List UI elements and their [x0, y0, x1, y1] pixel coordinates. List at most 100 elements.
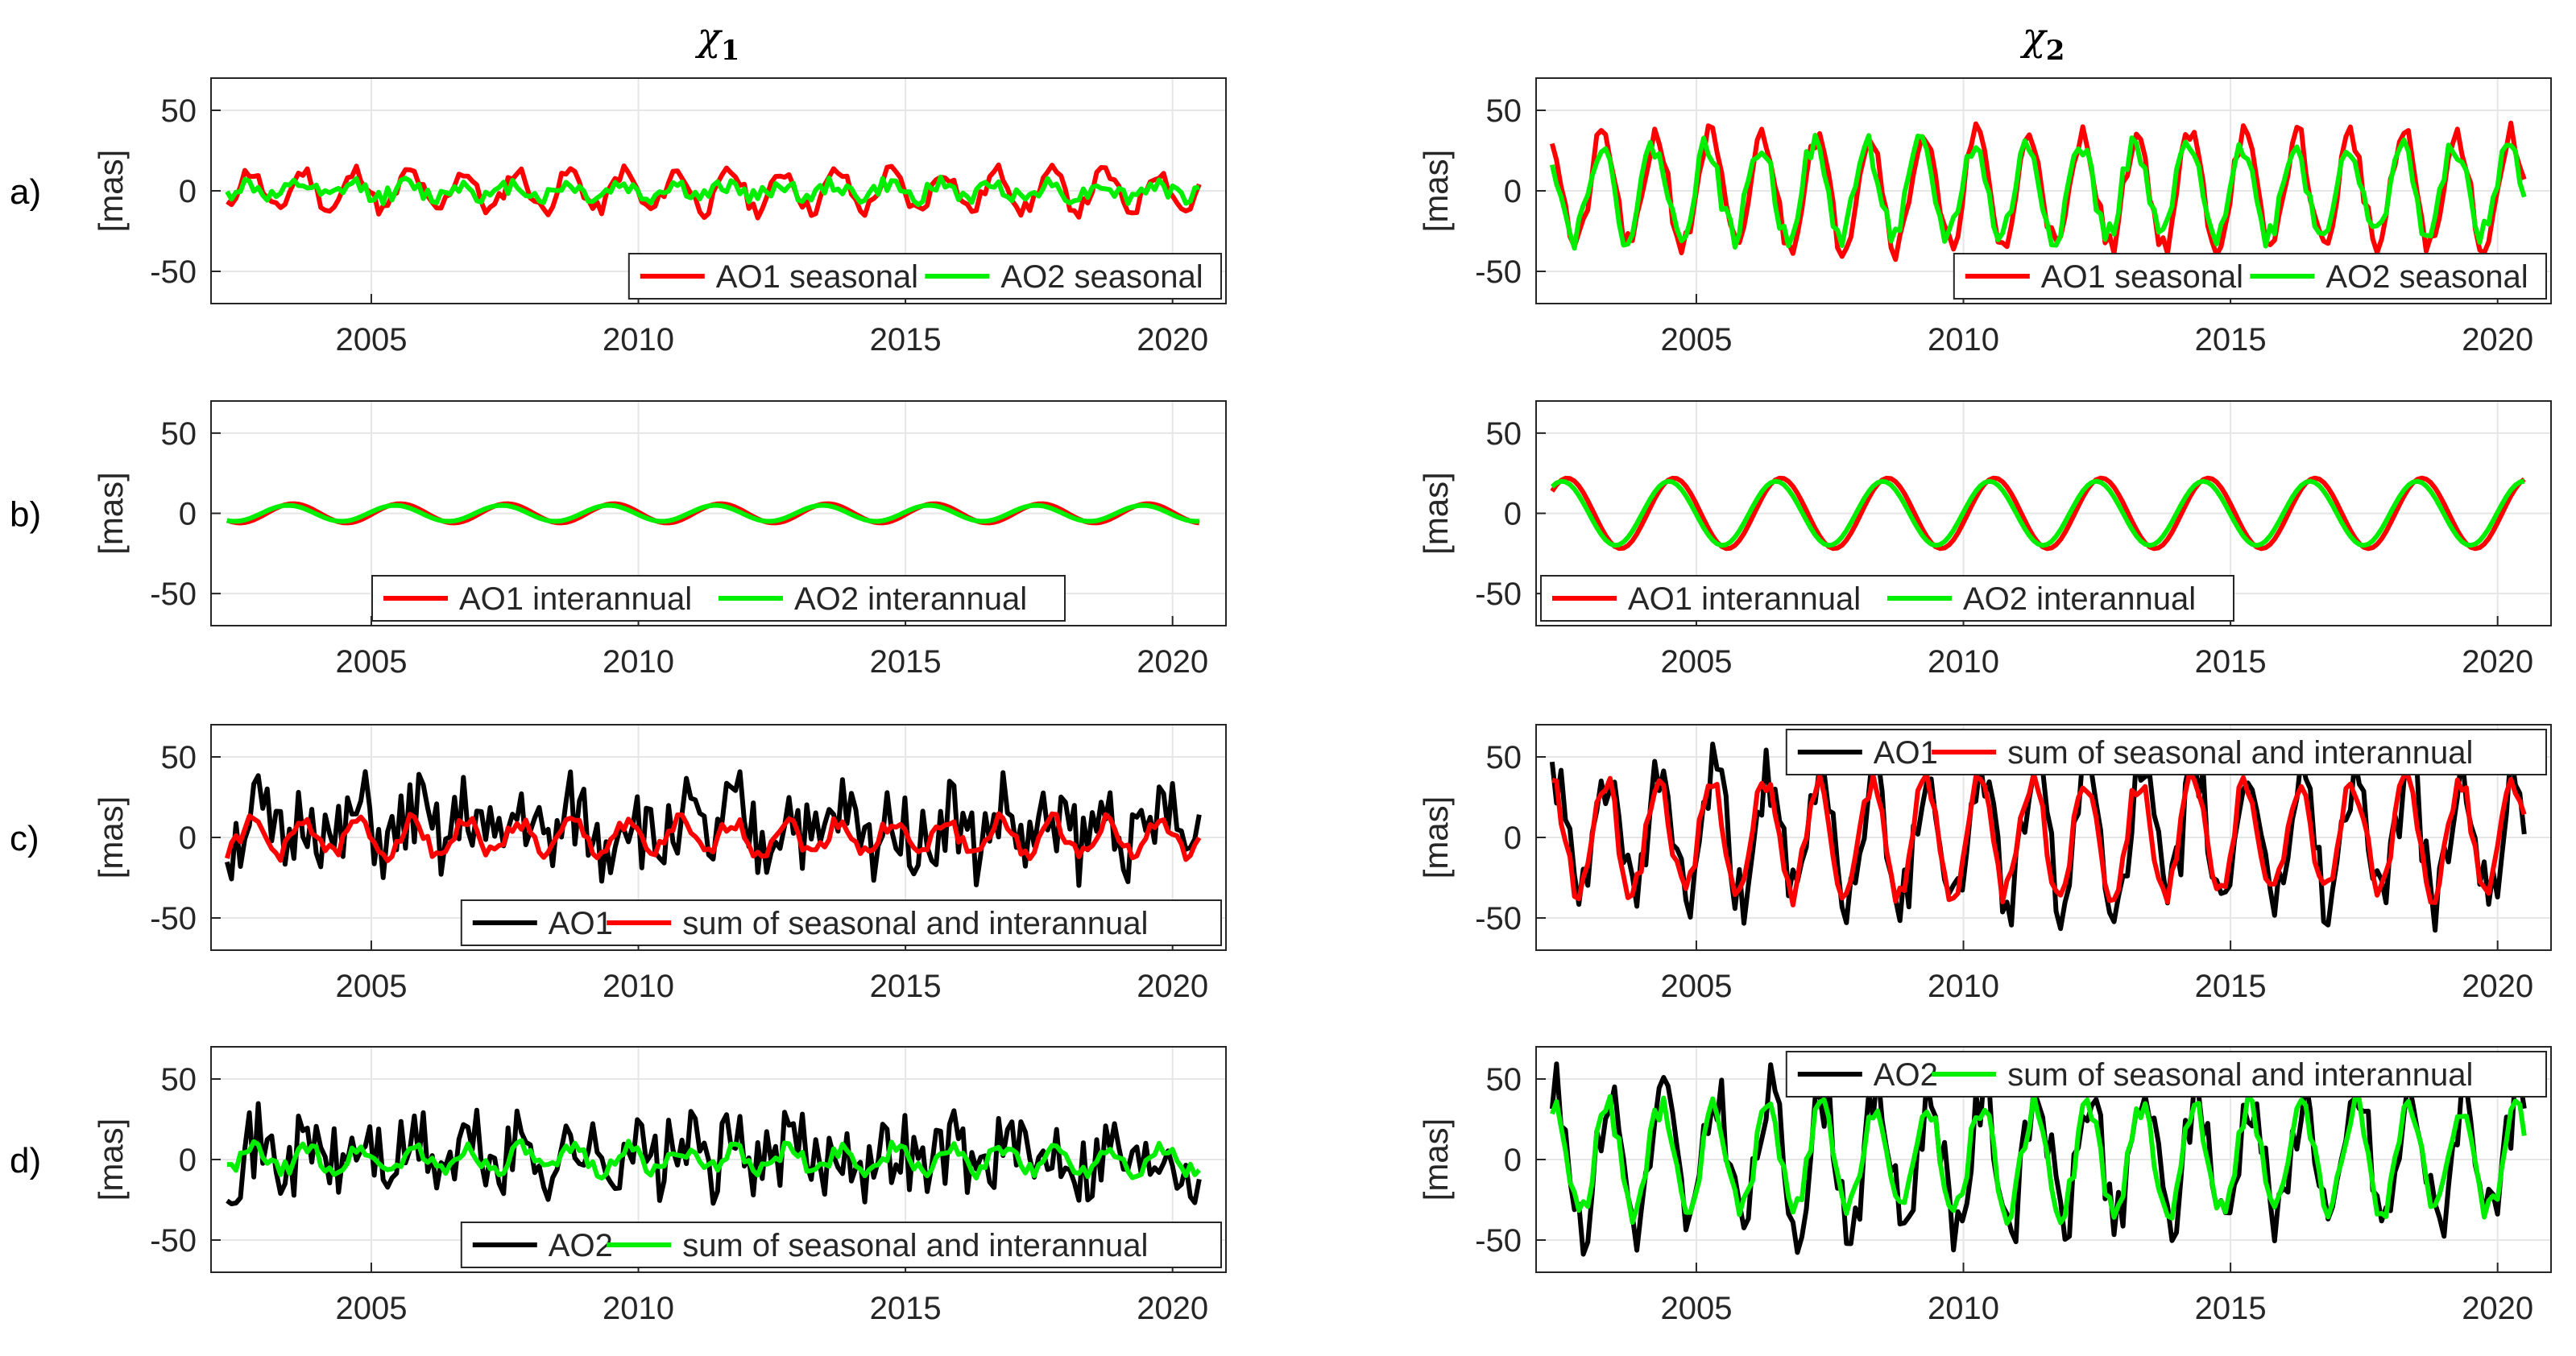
y-axis-label: [mas]	[1417, 796, 1455, 879]
x-tick-label: 2020	[1137, 1291, 1208, 1326]
x-tick-label: 2015	[870, 322, 942, 358]
legend-label: AO2 interannual	[794, 581, 1027, 617]
y-tick-label: 50	[1486, 416, 1522, 452]
y-axis-label: [mas]	[92, 1118, 130, 1201]
x-tick-label: 2020	[2462, 644, 2533, 680]
y-tick-label: -50	[150, 1223, 197, 1259]
y-tick-label: 50	[1486, 1062, 1522, 1098]
legend-label: sum of seasonal and interannual	[682, 906, 1148, 941]
x-tick-label: 2020	[2462, 969, 2533, 1004]
y-axis-label: [mas]	[92, 796, 130, 879]
legend-label: AO1	[1874, 735, 1938, 771]
x-tick-label: 2010	[603, 322, 674, 358]
chart-b2: 2005 2010 2015 2020 -50 0 50 [mas] AO1 interannu…	[1417, 400, 2552, 680]
x-tick-label: 2005	[1660, 644, 1732, 680]
legend-label: AO2	[549, 1228, 613, 1263]
x-tick-label: 2010	[603, 1291, 674, 1326]
legend-label: sum of seasonal and interannual	[2007, 1057, 2473, 1093]
y-axis-label: [mas]	[1417, 150, 1455, 233]
y-tick-label: -50	[1475, 577, 1522, 612]
series-line-1	[225, 811, 1202, 863]
y-tick-label: 50	[1486, 740, 1522, 775]
legend-label: AO1 seasonal	[2041, 259, 2243, 295]
x-tick-label: 2005	[335, 969, 407, 1004]
x-tick-label: 2020	[1137, 644, 1208, 680]
legend-box	[1785, 1051, 2548, 1098]
x-tick-label: 2010	[1928, 969, 1999, 1004]
y-tick-label: 0	[179, 174, 197, 209]
y-tick-label: 0	[1504, 174, 1522, 209]
x-tick-label: 2015	[870, 644, 942, 680]
y-tick-label: -50	[1475, 254, 1522, 290]
x-tick-label: 2005	[1660, 322, 1732, 358]
x-tick-label: 2015	[2195, 1291, 2267, 1326]
x-tick-label: 2005	[335, 644, 407, 680]
chart-b1: 2005 2010 2015 2020 -50 0 50 [mas] AO1 interannu…	[92, 400, 1227, 680]
row-label: b)	[10, 495, 41, 535]
legend-label: AO2 seasonal	[2325, 259, 2528, 295]
x-tick-label: 2010	[603, 969, 674, 1004]
y-tick-label: 50	[161, 416, 197, 452]
row-label: c)	[10, 819, 39, 858]
y-axis-label: [mas]	[1417, 472, 1455, 555]
x-tick-label: 2015	[870, 969, 942, 1004]
y-tick-label: -50	[150, 901, 197, 936]
x-tick-label: 2005	[335, 322, 407, 358]
y-tick-label: 50	[161, 740, 197, 775]
legend-label: AO1 interannual	[459, 581, 692, 617]
y-tick-label: -50	[1475, 901, 1522, 936]
y-tick-label: 50	[161, 1062, 197, 1098]
y-tick-label: 50	[161, 93, 197, 129]
legend-box	[1953, 253, 2548, 300]
y-tick-label: 0	[179, 497, 197, 532]
chart-d2: 2005 2010 2015 2020 -50 0 50 [mas] AO2 sum of sea…	[1417, 1046, 2552, 1326]
series-line-0	[224, 769, 1202, 888]
chart-d1: 2005 2010 2015 2020 -50 0 50 [mas] AO2 sum of sea…	[92, 1046, 1227, 1326]
legend-label: sum of seasonal and interannual	[2007, 735, 2473, 771]
row-label: a)	[10, 172, 41, 212]
legend-label: AO1	[549, 906, 613, 941]
y-tick-label: 0	[179, 1143, 197, 1178]
legend-box	[1785, 729, 2548, 775]
legend: AO2 sum of seasonal and interannual	[460, 1222, 1222, 1268]
x-tick-label: 2015	[2195, 644, 2267, 680]
legend: AO1 interannual AO2 interannual	[1540, 575, 2234, 622]
x-tick-label: 2005	[1660, 969, 1732, 1004]
legend: AO1 sum of seasonal and interannual	[460, 899, 1222, 946]
legend: AO1 seasonal AO2 seasonal	[627, 253, 1222, 300]
y-tick-label: -50	[1475, 1223, 1522, 1259]
column-title-symbol: χ	[695, 14, 723, 60]
legend-label: AO2 interannual	[1963, 581, 2196, 617]
legend-label: AO2	[1874, 1057, 1938, 1093]
legend: AO2 sum of seasonal and interannual	[1785, 1051, 2548, 1098]
y-tick-label: 50	[1486, 93, 1522, 129]
legend-label: AO2 seasonal	[1000, 259, 1203, 295]
x-tick-label: 2010	[1928, 322, 1999, 358]
x-tick-label: 2020	[2462, 322, 2533, 358]
column-title-subscript: 1	[721, 35, 740, 67]
y-tick-label: -50	[150, 577, 197, 612]
x-tick-label: 2005	[1660, 1291, 1732, 1326]
x-tick-label: 2010	[1928, 644, 1999, 680]
series-line-0	[226, 1101, 1202, 1206]
y-tick-label: 0	[1504, 821, 1522, 856]
x-tick-label: 2015	[2195, 322, 2267, 358]
series-line-1	[1551, 769, 2527, 907]
y-axis-label: [mas]	[1417, 1118, 1455, 1201]
chart-a2: 2005 2010 2015 2020 -50 0 50 [mas] AO1 seasonal A…	[1417, 77, 2552, 358]
legend: AO1 interannual AO2 interannual	[371, 575, 1066, 622]
y-axis-label: [mas]	[92, 150, 130, 233]
column-title-symbol: χ	[2020, 14, 2048, 60]
series-line-1	[1549, 132, 2527, 251]
y-tick-label: 0	[179, 821, 197, 856]
x-tick-label: 2020	[2462, 1291, 2533, 1326]
y-axis-label: [mas]	[92, 472, 130, 555]
x-tick-label: 2015	[870, 1291, 942, 1326]
x-tick-label: 2005	[335, 1291, 407, 1326]
legend: AO1 sum of seasonal and interannual	[1785, 729, 2548, 775]
chart-c1: 2005 2010 2015 2020 -50 0 50 [mas] AO1 sum of sea…	[92, 724, 1227, 1004]
x-tick-label: 2020	[1137, 322, 1208, 358]
legend-label: AO1 seasonal	[716, 259, 918, 295]
